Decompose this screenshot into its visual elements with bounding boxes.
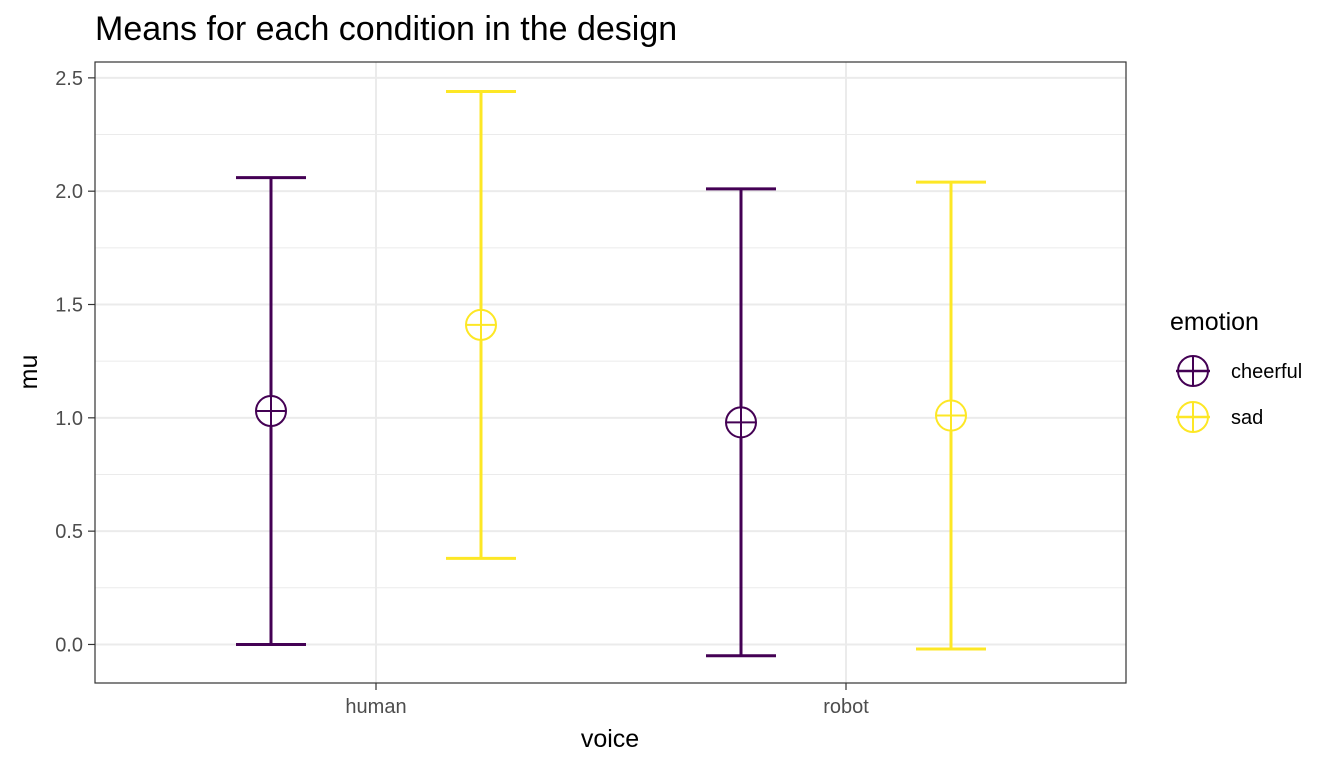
- legend-item-cheerful: cheerful: [1176, 355, 1302, 387]
- x-axis: human robot: [345, 683, 869, 718]
- legend-title: emotion: [1170, 308, 1259, 336]
- minor-gridlines: [95, 134, 1126, 589]
- legend-item-sad: sad: [1176, 401, 1263, 433]
- legend-label: cheerful: [1231, 361, 1302, 383]
- panel-background: [95, 62, 1126, 683]
- x-tick-label: robot: [823, 696, 869, 718]
- legend: emotion cheerful sad: [1170, 308, 1302, 433]
- x-axis-title: voice: [581, 725, 639, 753]
- panel-border: [94, 61, 1127, 684]
- y-axis-title: mu: [15, 355, 43, 390]
- chart-marks: [236, 89, 986, 658]
- y-tick-label: 0.0: [55, 634, 83, 656]
- y-axis: 0.0 0.5 1.0 1.5 2.0 2.5: [55, 68, 95, 656]
- y-tick-label: 0.5: [55, 521, 83, 543]
- errorbar-sad-human: [446, 89, 516, 560]
- y-tick-label: 1.0: [55, 408, 83, 430]
- plot-panel: [94, 61, 1127, 684]
- errorbar-sad-robot: [916, 180, 986, 651]
- errorbar-cheerful-human: [236, 176, 306, 646]
- x-tick-label: human: [345, 696, 406, 718]
- y-tick-label: 2.5: [55, 68, 83, 90]
- chart-title: Means for each condition in the design: [95, 10, 677, 48]
- errorbar-cheerful-robot: [706, 187, 776, 658]
- y-tick-label: 2.0: [55, 181, 83, 203]
- y-tick-label: 1.5: [55, 295, 83, 317]
- legend-label: sad: [1231, 407, 1263, 429]
